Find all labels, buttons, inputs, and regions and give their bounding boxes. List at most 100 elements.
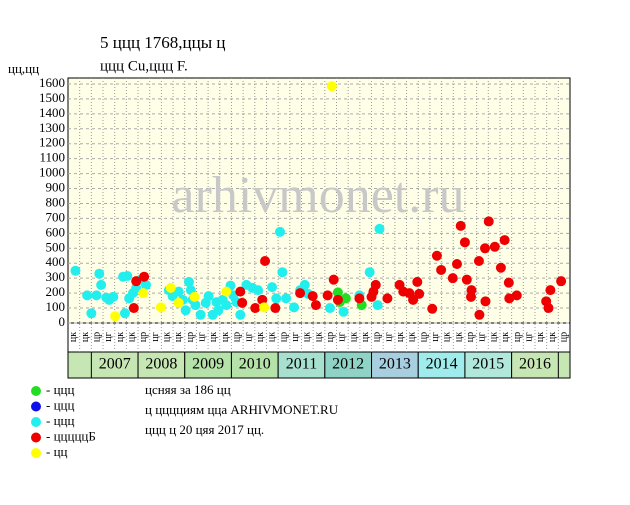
data-point: [451, 258, 462, 269]
quarter-label: цк: [267, 332, 278, 342]
legend-marker: [31, 448, 41, 458]
quarter-label: цк: [220, 332, 231, 342]
data-point: [122, 270, 133, 281]
data-point: [165, 282, 176, 293]
quarter-label: цр: [232, 332, 243, 342]
quarter-label: цк: [453, 332, 464, 342]
data-point: [277, 267, 288, 278]
year-label: 2010: [239, 356, 271, 373]
data-point: [281, 293, 292, 304]
year-cell: [277, 351, 326, 379]
data-point: [372, 300, 383, 311]
year-label: 2007: [99, 356, 131, 373]
data-point: [374, 223, 385, 234]
data-point: [480, 296, 491, 307]
chart-subtitle: ццц Cu,ццц F.: [100, 58, 188, 74]
y-tick-label: 1600: [39, 75, 65, 90]
y-tick-label: 1100: [39, 150, 65, 165]
data-point: [235, 286, 246, 297]
data-point: [382, 293, 393, 304]
quarter-label: цр: [325, 332, 336, 342]
data-point: [307, 291, 318, 302]
y-tick-label: 0: [59, 314, 66, 329]
quarter-label: цк: [80, 332, 91, 342]
data-point: [368, 286, 379, 297]
y-tick-label: 300: [46, 269, 66, 284]
data-point: [260, 256, 271, 267]
data-point: [128, 303, 139, 314]
data-point: [173, 297, 184, 308]
data-point: [503, 277, 514, 288]
data-point: [310, 300, 321, 311]
plot-area: [67, 77, 571, 324]
note: ццц ц 20 цяя 2017 цц.: [145, 422, 264, 437]
year-label: 2013: [379, 356, 411, 373]
data-point: [119, 308, 130, 319]
quarter-label: цг: [430, 332, 441, 341]
quarter-label: цг: [383, 332, 394, 341]
quarter-label: цг: [150, 332, 161, 341]
data-point: [86, 308, 97, 319]
data-point: [480, 243, 491, 254]
data-point: [213, 305, 224, 316]
data-point: [250, 303, 261, 314]
data-point: [235, 309, 246, 320]
quarter-label: цк: [313, 332, 324, 342]
y-tick-label: 600: [46, 224, 66, 239]
year-cell: [184, 351, 232, 379]
quarter-label: цк: [407, 332, 418, 342]
y-tick-label: 1400: [39, 105, 65, 120]
year-label: 2015: [472, 356, 504, 373]
y-axis-label: цц,цц: [8, 61, 39, 76]
data-point: [436, 264, 447, 275]
data-point: [459, 237, 470, 248]
quarter-label: цр: [138, 332, 149, 342]
data-point: [332, 287, 343, 298]
year-cell: [137, 351, 186, 379]
legend-label: - ццц: [46, 397, 74, 412]
quarter-label: цр: [185, 332, 196, 342]
quarter-label: цк: [360, 332, 371, 342]
data-point: [414, 288, 425, 299]
year-cell: [371, 351, 419, 379]
quarter-label: цк: [547, 332, 558, 342]
y-tick-label: 700: [46, 209, 66, 224]
data-point: [328, 274, 339, 285]
data-point: [173, 286, 184, 297]
data-point: [299, 279, 310, 290]
legend-marker: [31, 401, 41, 412]
quarter-label: цк: [208, 332, 219, 342]
data-point: [511, 290, 522, 301]
quarter-row: [67, 322, 571, 353]
quarter-label: цг: [477, 332, 488, 341]
data-point: [447, 273, 458, 284]
quarter-label: цг: [197, 332, 208, 341]
quarter-label: цк: [255, 332, 266, 342]
chart-title: 5 ццц 1768,ццы ц: [100, 33, 226, 52]
data-point: [489, 241, 500, 252]
data-point: [190, 300, 201, 311]
quarter-label: цк: [162, 332, 173, 342]
y-tick-label: 100: [46, 299, 66, 314]
year-label: 2014: [426, 356, 458, 373]
y-tick-label: 200: [46, 284, 66, 299]
legend-label: - цццццБ: [46, 428, 96, 443]
quarter-label: цр: [418, 332, 429, 342]
quarter-label: цр: [91, 332, 102, 342]
data-point: [270, 303, 281, 314]
note: цсняя за 186 цц: [145, 382, 231, 397]
data-point: [96, 279, 107, 290]
year-label: 2008: [145, 356, 177, 373]
y-tick-label: 1200: [39, 135, 65, 150]
y-tick-label: 800: [46, 194, 66, 209]
quarter-label: цк: [442, 332, 453, 342]
data-point: [275, 226, 286, 237]
data-point: [326, 81, 337, 92]
year-label: 2016: [519, 356, 551, 373]
data-point: [466, 285, 477, 296]
data-point: [483, 216, 494, 227]
quarter-label: цр: [558, 332, 569, 342]
data-point: [253, 285, 264, 296]
